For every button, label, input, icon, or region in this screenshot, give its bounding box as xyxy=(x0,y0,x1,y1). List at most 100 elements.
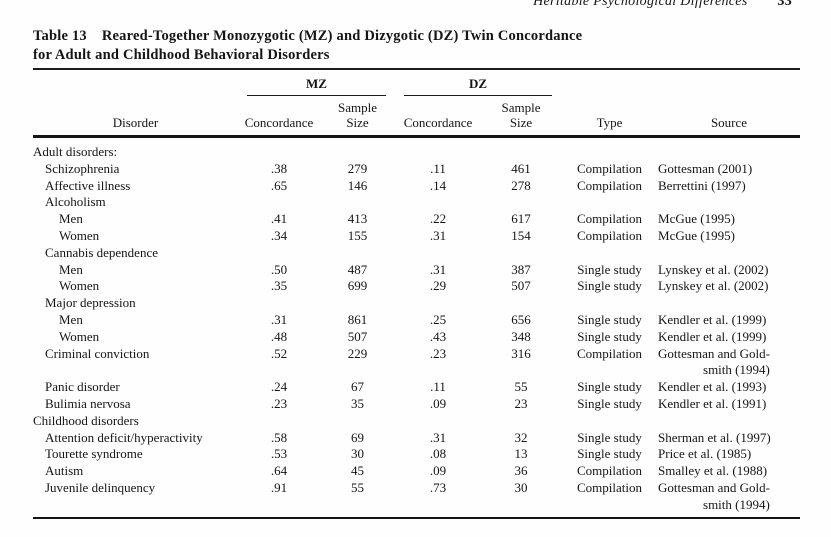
table-row: Autism .64 45 .09 36 Compilation Smalley et al… xyxy=(33,463,800,480)
mz-concordance-cell: .23 xyxy=(270,395,288,411)
table-row: Adult disorders: xyxy=(33,137,800,161)
table-row: Alcoholism xyxy=(33,194,800,211)
table-body: Adult disorders: Schizophrenia .38 279 .11 46… xyxy=(33,137,801,518)
table-row: Criminal conviction .52 229 .23 316 Compilati… xyxy=(33,346,800,380)
mz-sample-size-cell: 67 xyxy=(351,379,364,395)
col-header-dz-concordance: Concordance xyxy=(403,115,473,130)
mz-concordance-cell xyxy=(238,194,320,211)
mz-sample-size-cell xyxy=(320,137,395,161)
source-cell xyxy=(658,194,800,211)
mz-sample-size-cell: 30 xyxy=(351,446,364,462)
mz-sample-size-cell xyxy=(320,413,395,430)
disorder-cell: Autism xyxy=(45,463,84,479)
spanner-row: MZ DZ xyxy=(33,69,800,96)
type-cell xyxy=(561,194,658,211)
dz-sample-size-cell: 507 xyxy=(511,278,531,294)
source-cell: Sherman et al. (1997) xyxy=(658,429,771,445)
source-cell: Kendler et al. (1991) xyxy=(658,395,767,411)
source-cell: Lynskey et al. (2002) xyxy=(658,278,769,294)
table-caption: Table 13 Reared-Together Monozygotic (MZ)… xyxy=(33,27,793,65)
type-cell: Compilation xyxy=(577,177,643,193)
type-cell: Compilation xyxy=(577,211,643,227)
disorder-cell: Women xyxy=(59,328,100,344)
dz-concordance-cell: .31 xyxy=(429,227,447,243)
sample-size-line1: Sample xyxy=(338,100,377,115)
mz-concordance-cell: .50 xyxy=(270,261,288,277)
dz-sample-size-cell: 617 xyxy=(511,211,531,227)
mz-sample-size-cell: 69 xyxy=(351,429,364,445)
dz-sample-size-cell xyxy=(481,245,561,262)
mz-concordance-cell xyxy=(238,137,320,161)
dz-sample-size-cell: 348 xyxy=(511,328,531,344)
disorder-cell: Affective illness xyxy=(45,177,131,193)
dz-concordance-cell xyxy=(395,137,481,161)
dz-sample-size-cell: 13 xyxy=(514,446,528,462)
type-cell xyxy=(561,245,658,262)
spanner-spacer xyxy=(33,69,238,96)
disorder-cell: Adult disorders: xyxy=(33,144,118,159)
type-cell: Compilation xyxy=(577,479,643,495)
mz-sample-size-cell: 507 xyxy=(347,328,368,344)
disorder-cell: Panic disorder xyxy=(45,379,120,395)
dz-sample-size-cell xyxy=(481,137,561,161)
type-cell: Single study xyxy=(577,429,642,445)
disorder-cell: Alcoholism xyxy=(45,194,106,210)
dz-sample-size-cell: 23 xyxy=(514,395,528,411)
mz-concordance-cell: .24 xyxy=(270,379,288,395)
mz-sample-size-cell: 487 xyxy=(347,261,368,277)
source-cell: Price et al. (1985) xyxy=(658,446,752,462)
disorder-cell: Juvenile delinquency xyxy=(45,479,156,495)
dz-concordance-cell: .31 xyxy=(429,429,447,445)
mz-concordance-cell: .53 xyxy=(270,446,288,462)
source-cell: Gottesman and Gold- smith (1994) xyxy=(658,479,770,512)
dz-spanner-label: DZ xyxy=(468,76,488,91)
table-row: Juvenile delinquency .91 55 .73 30 Compilatio… xyxy=(33,480,800,518)
table-row: Childhood disorders xyxy=(33,413,800,430)
concordance-table: MZ DZ Disorder Concordance Sample Size C… xyxy=(33,68,801,519)
table-caption-line1: Table 13 Reared-Together Monozygotic (MZ)… xyxy=(33,27,793,46)
type-cell xyxy=(561,137,658,161)
disorder-cell: Men xyxy=(59,261,83,277)
table-row: Attention deficit/hyperactivity .58 69 .31 3… xyxy=(33,430,800,447)
mz-spanner: MZ xyxy=(238,69,395,96)
table-row: Affective illness .65 146 .14 278 Compilation… xyxy=(33,178,800,195)
table-row: Tourette syndrome .53 30 .08 13 Single study P… xyxy=(33,446,800,463)
spanner-spacer xyxy=(658,69,800,96)
mz-concordance-cell: .31 xyxy=(270,311,288,327)
source-cell xyxy=(658,137,800,161)
table-title: Reared-Together Monozygotic (MZ) and Diz… xyxy=(101,28,583,44)
type-cell: Single study xyxy=(577,328,642,344)
sample-size-line1: Sample xyxy=(501,100,541,115)
table-row: Cannabis dependence xyxy=(33,245,800,262)
running-head-title: Heritable Psychological Differences xyxy=(533,0,748,9)
dz-sample-size-cell: 30 xyxy=(514,479,528,495)
dz-sample-size-cell xyxy=(481,295,561,312)
dz-sample-size-cell: 36 xyxy=(514,463,528,479)
col-header-mz-sample-size: Sample Size xyxy=(320,96,395,137)
page-number: 33 xyxy=(777,0,792,9)
table-row: Women .48 507 .43 348 Single study Kendler et … xyxy=(33,329,800,346)
table-row: Major depression xyxy=(33,295,800,312)
type-cell: Compilation xyxy=(577,463,643,479)
type-cell: Single study xyxy=(577,278,642,294)
dz-concordance-cell: .22 xyxy=(429,211,447,227)
dz-sample-size-cell xyxy=(481,413,561,430)
mz-concordance-cell: .65 xyxy=(270,177,288,193)
col-header-mz-concordance: Concordance xyxy=(244,115,314,130)
dz-concordance-cell: .73 xyxy=(429,479,447,495)
mz-concordance-cell: .64 xyxy=(270,463,288,479)
table-caption-line2: for Adult and Childhood Behavioral Disor… xyxy=(33,47,330,63)
dz-sample-size-cell xyxy=(481,194,561,211)
spanner-spacer xyxy=(561,69,658,96)
mz-concordance-cell: .41 xyxy=(270,211,288,227)
mz-sample-size-cell: 45 xyxy=(351,463,364,479)
disorder-cell: Childhood disorders xyxy=(33,412,139,428)
dz-concordance-cell xyxy=(395,295,481,312)
dz-concordance-cell xyxy=(395,194,481,211)
mz-sample-size-cell: 146 xyxy=(347,177,368,193)
dz-concordance-cell: .08 xyxy=(429,446,447,462)
source-cell: Smalley et al. (1988) xyxy=(658,463,768,479)
disorder-cell: Major depression xyxy=(45,295,136,311)
table-label: Table 13 xyxy=(33,28,87,44)
